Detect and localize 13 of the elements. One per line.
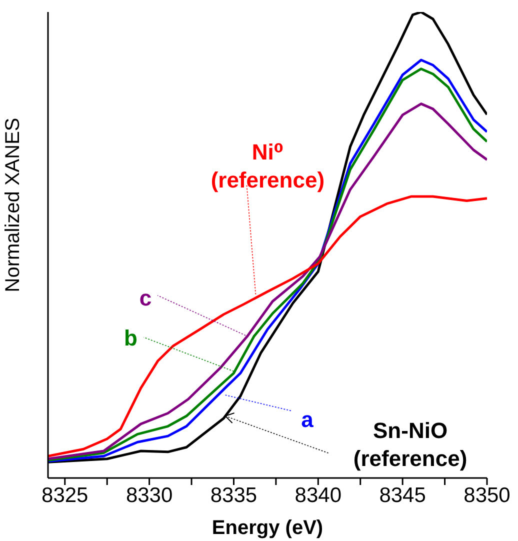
x-tick-label: 8340 (294, 484, 342, 507)
x-tick-label: 8335 (210, 484, 258, 507)
annotation: c (139, 285, 152, 310)
annotation: a (301, 407, 314, 432)
annotation: Ni⁰ (reference) (210, 139, 325, 192)
annotation: b (124, 325, 138, 350)
x-tick-label: 8330 (126, 484, 173, 507)
x-axis-title: Energy (eV) (212, 517, 324, 539)
y-axis-title: Normalized XANES (2, 118, 24, 292)
annotation: Sn-NiO (reference) (353, 418, 468, 472)
x-tick-label: 8350 (464, 484, 510, 507)
x-tick-label: 8345 (379, 484, 426, 507)
x-tick-label: 8325 (42, 484, 88, 507)
